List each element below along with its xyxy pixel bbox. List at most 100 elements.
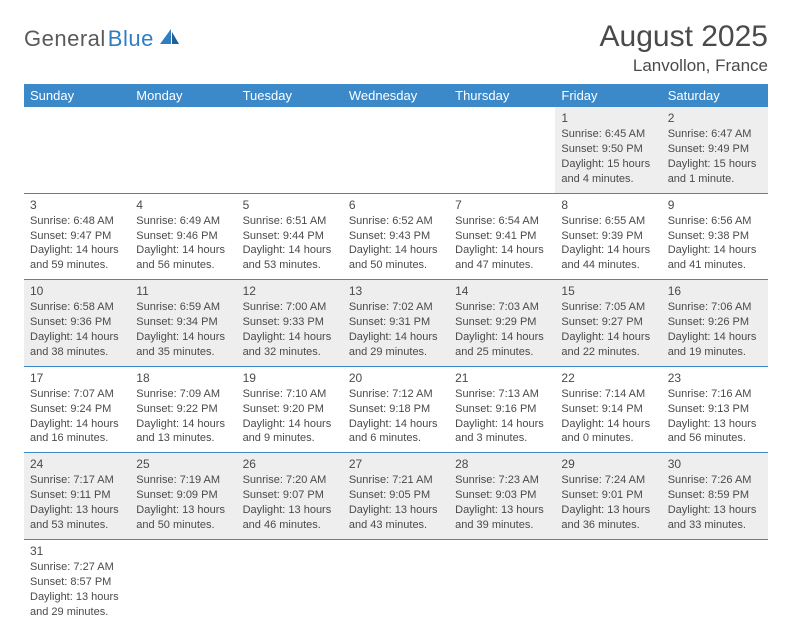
sunrise-text: Sunrise: 7:24 AM <box>561 473 655 488</box>
calendar-cell: 19Sunrise: 7:10 AMSunset: 9:20 PMDayligh… <box>237 366 343 453</box>
weekday-header: Monday <box>130 84 236 107</box>
sunrise-text: Sunrise: 7:09 AM <box>136 387 230 402</box>
sunrise-text: Sunrise: 6:49 AM <box>136 214 230 229</box>
daylight-text: and 39 minutes. <box>455 518 549 533</box>
sunset-text: Sunset: 9:46 PM <box>136 229 230 244</box>
daylight-text: Daylight: 14 hours <box>668 330 762 345</box>
calendar-cell: 3Sunrise: 6:48 AMSunset: 9:47 PMDaylight… <box>24 193 130 280</box>
sunrise-text: Sunrise: 7:00 AM <box>243 300 337 315</box>
calendar-cell: 18Sunrise: 7:09 AMSunset: 9:22 PMDayligh… <box>130 366 236 453</box>
daylight-text: Daylight: 14 hours <box>561 417 655 432</box>
title-block: August 2025 Lanvollon, France <box>600 20 768 76</box>
daylight-text: and 4 minutes. <box>561 172 655 187</box>
calendar-cell: 2Sunrise: 6:47 AMSunset: 9:49 PMDaylight… <box>662 107 768 193</box>
daylight-text: Daylight: 13 hours <box>668 417 762 432</box>
sunset-text: Sunset: 9:38 PM <box>668 229 762 244</box>
daylight-text: Daylight: 13 hours <box>136 503 230 518</box>
sunset-text: Sunset: 9:34 PM <box>136 315 230 330</box>
daylight-text: and 43 minutes. <box>349 518 443 533</box>
calendar-cell: 31Sunrise: 7:27 AMSunset: 8:57 PMDayligh… <box>24 539 130 625</box>
sunset-text: Sunset: 9:20 PM <box>243 402 337 417</box>
sunrise-text: Sunrise: 6:48 AM <box>30 214 124 229</box>
sunset-text: Sunset: 9:50 PM <box>561 142 655 157</box>
daylight-text: and 50 minutes. <box>136 518 230 533</box>
sunset-text: Sunset: 9:29 PM <box>455 315 549 330</box>
day-number: 26 <box>243 456 337 472</box>
calendar-cell: 10Sunrise: 6:58 AMSunset: 9:36 PMDayligh… <box>24 280 130 367</box>
daylight-text: Daylight: 14 hours <box>561 330 655 345</box>
day-number: 20 <box>349 370 443 386</box>
calendar-cell: 13Sunrise: 7:02 AMSunset: 9:31 PMDayligh… <box>343 280 449 367</box>
sunset-text: Sunset: 9:44 PM <box>243 229 337 244</box>
daylight-text: and 22 minutes. <box>561 345 655 360</box>
calendar-cell: 22Sunrise: 7:14 AMSunset: 9:14 PMDayligh… <box>555 366 661 453</box>
sunrise-text: Sunrise: 7:19 AM <box>136 473 230 488</box>
calendar-cell: 21Sunrise: 7:13 AMSunset: 9:16 PMDayligh… <box>449 366 555 453</box>
day-number: 23 <box>668 370 762 386</box>
daylight-text: and 13 minutes. <box>136 431 230 446</box>
sunset-text: Sunset: 9:47 PM <box>30 229 124 244</box>
weekday-header: Thursday <box>449 84 555 107</box>
calendar-cell: 16Sunrise: 7:06 AMSunset: 9:26 PMDayligh… <box>662 280 768 367</box>
sunset-text: Sunset: 9:01 PM <box>561 488 655 503</box>
day-number: 24 <box>30 456 124 472</box>
daylight-text: Daylight: 14 hours <box>243 417 337 432</box>
calendar-cell: 27Sunrise: 7:21 AMSunset: 9:05 PMDayligh… <box>343 453 449 540</box>
sunrise-text: Sunrise: 7:07 AM <box>30 387 124 402</box>
day-number: 14 <box>455 283 549 299</box>
daylight-text: and 47 minutes. <box>455 258 549 273</box>
calendar-cell: 9Sunrise: 6:56 AMSunset: 9:38 PMDaylight… <box>662 193 768 280</box>
sunset-text: Sunset: 9:36 PM <box>30 315 124 330</box>
daylight-text: and 41 minutes. <box>668 258 762 273</box>
calendar-cell <box>343 539 449 625</box>
daylight-text: Daylight: 14 hours <box>30 417 124 432</box>
sunset-text: Sunset: 9:33 PM <box>243 315 337 330</box>
day-number: 4 <box>136 197 230 213</box>
day-number: 1 <box>561 110 655 126</box>
day-number: 19 <box>243 370 337 386</box>
calendar-cell: 23Sunrise: 7:16 AMSunset: 9:13 PMDayligh… <box>662 366 768 453</box>
location: Lanvollon, France <box>600 56 768 76</box>
sunrise-text: Sunrise: 6:55 AM <box>561 214 655 229</box>
daylight-text: Daylight: 14 hours <box>136 330 230 345</box>
day-number: 6 <box>349 197 443 213</box>
calendar-cell <box>449 539 555 625</box>
daylight-text: Daylight: 14 hours <box>349 243 443 258</box>
day-number: 16 <box>668 283 762 299</box>
weekday-header: Friday <box>555 84 661 107</box>
daylight-text: Daylight: 14 hours <box>136 417 230 432</box>
calendar-cell: 4Sunrise: 6:49 AMSunset: 9:46 PMDaylight… <box>130 193 236 280</box>
day-number: 18 <box>136 370 230 386</box>
sunrise-text: Sunrise: 7:13 AM <box>455 387 549 402</box>
daylight-text: and 46 minutes. <box>243 518 337 533</box>
sunrise-text: Sunrise: 6:45 AM <box>561 127 655 142</box>
calendar-cell: 6Sunrise: 6:52 AMSunset: 9:43 PMDaylight… <box>343 193 449 280</box>
daylight-text: Daylight: 14 hours <box>455 330 549 345</box>
daylight-text: Daylight: 14 hours <box>243 330 337 345</box>
daylight-text: and 1 minute. <box>668 172 762 187</box>
daylight-text: and 16 minutes. <box>30 431 124 446</box>
daylight-text: and 19 minutes. <box>668 345 762 360</box>
calendar-cell: 11Sunrise: 6:59 AMSunset: 9:34 PMDayligh… <box>130 280 236 367</box>
weekday-header: Tuesday <box>237 84 343 107</box>
sunset-text: Sunset: 9:43 PM <box>349 229 443 244</box>
page-header: GeneralBlue August 2025 Lanvollon, Franc… <box>24 20 768 76</box>
calendar-cell: 8Sunrise: 6:55 AMSunset: 9:39 PMDaylight… <box>555 193 661 280</box>
calendar-cell <box>237 107 343 193</box>
day-number: 25 <box>136 456 230 472</box>
calendar-cell <box>130 107 236 193</box>
day-number: 30 <box>668 456 762 472</box>
day-number: 11 <box>136 283 230 299</box>
sail-icon <box>159 28 181 51</box>
daylight-text: and 32 minutes. <box>243 345 337 360</box>
sunrise-text: Sunrise: 6:51 AM <box>243 214 337 229</box>
daylight-text: and 25 minutes. <box>455 345 549 360</box>
day-number: 5 <box>243 197 337 213</box>
sunrise-text: Sunrise: 7:03 AM <box>455 300 549 315</box>
day-number: 10 <box>30 283 124 299</box>
calendar-cell: 1Sunrise: 6:45 AMSunset: 9:50 PMDaylight… <box>555 107 661 193</box>
day-number: 31 <box>30 543 124 559</box>
calendar-cell: 29Sunrise: 7:24 AMSunset: 9:01 PMDayligh… <box>555 453 661 540</box>
sunset-text: Sunset: 9:24 PM <box>30 402 124 417</box>
calendar-cell: 25Sunrise: 7:19 AMSunset: 9:09 PMDayligh… <box>130 453 236 540</box>
